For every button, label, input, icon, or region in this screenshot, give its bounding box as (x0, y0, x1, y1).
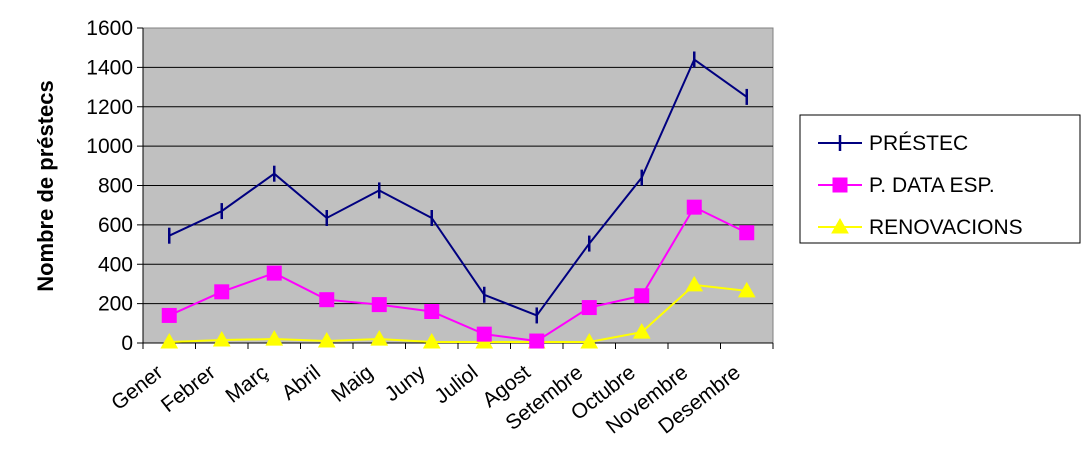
legend: PRÉSTEC P. DATA ESP. RENOVACIONS (799, 114, 1081, 244)
data-point (319, 292, 335, 308)
series (160, 275, 756, 349)
data-point (685, 275, 704, 292)
x-tick-label: Març (221, 361, 272, 408)
x-tick-label: Juny (381, 361, 431, 407)
y-tick-label: 0 (121, 332, 133, 355)
x-tick-label: Gener (107, 361, 167, 415)
data-point (265, 330, 284, 346)
data-point (831, 217, 849, 234)
y-tick-label: 400 (98, 253, 133, 276)
legend-label: P. DATA ESP. (869, 174, 995, 197)
series (161, 199, 755, 349)
data-point (737, 281, 756, 298)
legend-item: RENOVACIONS (818, 216, 1023, 239)
data-point (161, 307, 177, 323)
data-point (739, 225, 755, 241)
data-point (632, 323, 651, 339)
x-tick-label: Febrer (157, 361, 220, 417)
data-point (371, 297, 387, 313)
data-point (529, 333, 545, 349)
series-line (168, 57, 748, 317)
series-line (169, 283, 747, 344)
y-tick-label: 1400 (86, 56, 133, 79)
data-point (686, 199, 702, 215)
series-layer (160, 51, 756, 349)
data-point (424, 304, 440, 319)
legend-item: P. DATA ESP. (818, 174, 995, 197)
y-tick-label: 1600 (86, 17, 133, 40)
data-point (212, 331, 231, 347)
legend-label: PRÉSTEC (869, 132, 968, 155)
y-axis-ticks: 0 200 400 600 800 1000 1200 1400 1600 (86, 17, 143, 355)
gridlines (143, 66, 773, 305)
y-tick-label: 1200 (86, 96, 133, 119)
data-point (634, 288, 650, 304)
y-axis-title: Nombre de préstecs (33, 80, 58, 292)
data-point (370, 330, 389, 346)
x-tick-label: Juliol (430, 361, 482, 409)
data-point (476, 326, 492, 342)
x-tick-label: Maig (327, 361, 377, 407)
legend-item: PRÉSTEC (818, 132, 968, 155)
y-tick-label: 800 (98, 175, 133, 198)
y-tick-label: 200 (98, 293, 133, 316)
y-tick-label: 1000 (86, 135, 133, 158)
series (168, 51, 748, 324)
data-point (160, 333, 179, 349)
series-line (168, 205, 748, 343)
data-point (581, 300, 597, 316)
data-point (214, 284, 230, 300)
data-point (832, 177, 848, 193)
legend-label: RENOVACIONS (869, 216, 1023, 239)
y-tick-label: 600 (98, 214, 133, 237)
data-point (422, 333, 441, 349)
data-point (317, 332, 336, 348)
data-point (580, 333, 599, 349)
x-tick-label: Abril (278, 361, 325, 405)
data-point (266, 265, 282, 281)
